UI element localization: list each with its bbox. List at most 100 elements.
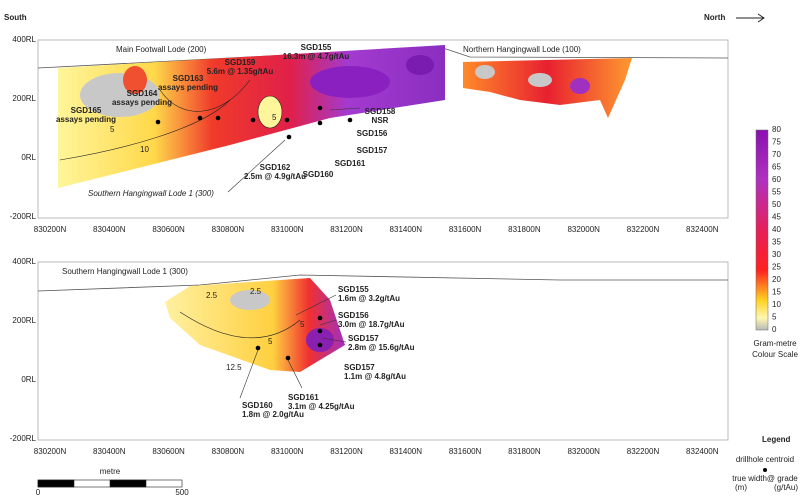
drillhole-annotation: SGD155 <box>301 43 332 52</box>
northing-label: 830600N <box>152 225 185 234</box>
contour-label: 10 <box>140 145 149 154</box>
northing-label: 831800N <box>508 225 541 234</box>
contour-label: 5 <box>110 125 115 134</box>
northing-label: 831600N <box>449 447 482 456</box>
drillhole-annotation: SGD159 <box>225 58 256 67</box>
colour-scale-tick: 80 <box>772 125 781 134</box>
colour-scale-tick: 45 <box>772 213 781 222</box>
rl-label: 400RL <box>12 257 36 266</box>
scale-start: 0 <box>36 488 41 497</box>
northing-label: 830600N <box>152 447 185 456</box>
drillhole-annotation: SGD164 <box>127 89 158 98</box>
north-arrow <box>736 13 765 23</box>
drillhole-annotation: assays pending <box>112 98 172 107</box>
northing-label: 832000N <box>567 225 600 234</box>
colour-scale-tick: 25 <box>772 263 781 272</box>
colour-scale-tick: 55 <box>772 188 781 197</box>
drillhole-annotation: SGD162 <box>260 163 291 172</box>
drillhole-annotation: 16.3m @ 4.7g/tAu <box>283 52 350 61</box>
colour-scale-tick: 35 <box>772 238 781 247</box>
rl-label: 0RL <box>21 153 36 162</box>
colour-scale-tick: 60 <box>772 175 781 184</box>
northing-label: 832200N <box>627 225 660 234</box>
northing-label: 832200N <box>627 447 660 456</box>
panel-title: Northern Hangingwall Lode (100) <box>463 45 581 54</box>
drillhole-annotation: SGD156 <box>338 311 369 320</box>
contour-label: 5 <box>272 113 277 122</box>
contour-label: 5 <box>268 337 273 346</box>
scale-bar <box>37 479 183 488</box>
colour-scale-tick: 30 <box>772 250 781 259</box>
panel-title: Southern Hangingwall Lode 1 (300) <box>62 267 188 276</box>
contour-label: 5 <box>300 320 305 329</box>
scale-end: 500 <box>175 488 189 497</box>
drillhole-annotation: 5.6m @ 1.35g/tAu <box>207 67 274 76</box>
rl-label: -200RL <box>10 434 37 443</box>
drillhole-annotation: SGD157 <box>357 146 388 155</box>
colour-scale-tick: 70 <box>772 150 781 159</box>
northing-label: 831400N <box>390 447 423 456</box>
north-label: North <box>704 13 725 22</box>
drillhole-annotation: SGD160 <box>303 170 334 179</box>
colour-scale-tick: 40 <box>772 225 781 234</box>
colour-scale-tick: 15 <box>772 288 781 297</box>
leaders <box>227 107 361 399</box>
colour-scale-caption: Colour Scale <box>752 350 798 359</box>
rl-label: 200RL <box>12 316 36 325</box>
rl-label: 200RL <box>12 94 36 103</box>
rl-label: 400RL <box>12 35 36 44</box>
drillhole-annotation: 1.8m @ 2.0g/tAu <box>242 410 304 419</box>
colour-scale-tick: 75 <box>772 138 781 147</box>
northing-label: 831400N <box>390 225 423 234</box>
northing-label: 830800N <box>212 447 245 456</box>
northing-label: 831000N <box>271 225 304 234</box>
northing-label: 830400N <box>93 225 126 234</box>
drillhole-annotation: SGD157 <box>344 363 375 372</box>
drillholes <box>155 105 767 472</box>
legend-item: drillhole centroid <box>736 455 794 464</box>
colour-scale-tick: 10 <box>772 300 781 309</box>
drillhole-annotation: SGD158 <box>365 107 396 116</box>
legend-title: Legend <box>762 435 791 444</box>
drillhole-annotation: assays pending <box>158 83 218 92</box>
south-label: South <box>4 13 27 22</box>
drillhole-annotation: SGD157 <box>348 334 379 343</box>
northing-label: 831000N <box>271 447 304 456</box>
northing-label: 831200N <box>330 225 363 234</box>
drillhole-annotation: SGD156 <box>357 129 388 138</box>
legend-line: (m) <box>735 483 747 492</box>
northing-label: 832400N <box>686 225 719 234</box>
drillhole-annotation: 1.1m @ 4.8g/tAu <box>344 372 406 381</box>
northing-label: 832400N <box>686 447 719 456</box>
northing-label: 830200N <box>34 447 67 456</box>
drillhole-annotation: SGD163 <box>173 74 204 83</box>
drillhole-annotation: SGD161 <box>288 393 319 402</box>
drillhole-annotation: SGD165 <box>71 106 102 115</box>
drillhole-annotation: SGD155 <box>338 285 369 294</box>
colour-scale-tick: 20 <box>772 275 781 284</box>
drillhole-annotation: SGD161 <box>335 159 366 168</box>
panel-frames <box>37 39 729 441</box>
contour-label: 12.5 <box>226 363 242 372</box>
drillhole-annotation: Southern Hangingwall Lode 1 (300) <box>88 189 214 198</box>
northing-label: 830400N <box>93 447 126 456</box>
northing-label: 831800N <box>508 447 541 456</box>
colour-scale-tick: 5 <box>772 313 777 322</box>
legend-line: (g/tAu) <box>774 483 798 492</box>
drillhole-annotation: 3.1m @ 4.25g/tAu <box>288 402 355 411</box>
colour-scale-tick: 50 <box>772 200 781 209</box>
contour-label: 2.5 <box>206 291 218 300</box>
colour-scale-tick: 0 <box>772 325 777 334</box>
sections <box>37 45 729 372</box>
drillhole-annotation: 1.6m @ 3.2g/tAu <box>338 294 400 303</box>
northing-label: 830800N <box>212 225 245 234</box>
northing-label: 832000N <box>567 447 600 456</box>
panel-title: Main Footwall Lode (200) <box>116 45 207 54</box>
rl-label: 0RL <box>21 375 36 384</box>
drillhole-annotation: assays pending <box>56 115 116 124</box>
drillhole-annotation: NSR <box>372 116 389 125</box>
rl-label: -200RL <box>10 212 37 221</box>
drillhole-annotation: SGD160 <box>242 401 273 410</box>
northing-label: 831600N <box>449 225 482 234</box>
